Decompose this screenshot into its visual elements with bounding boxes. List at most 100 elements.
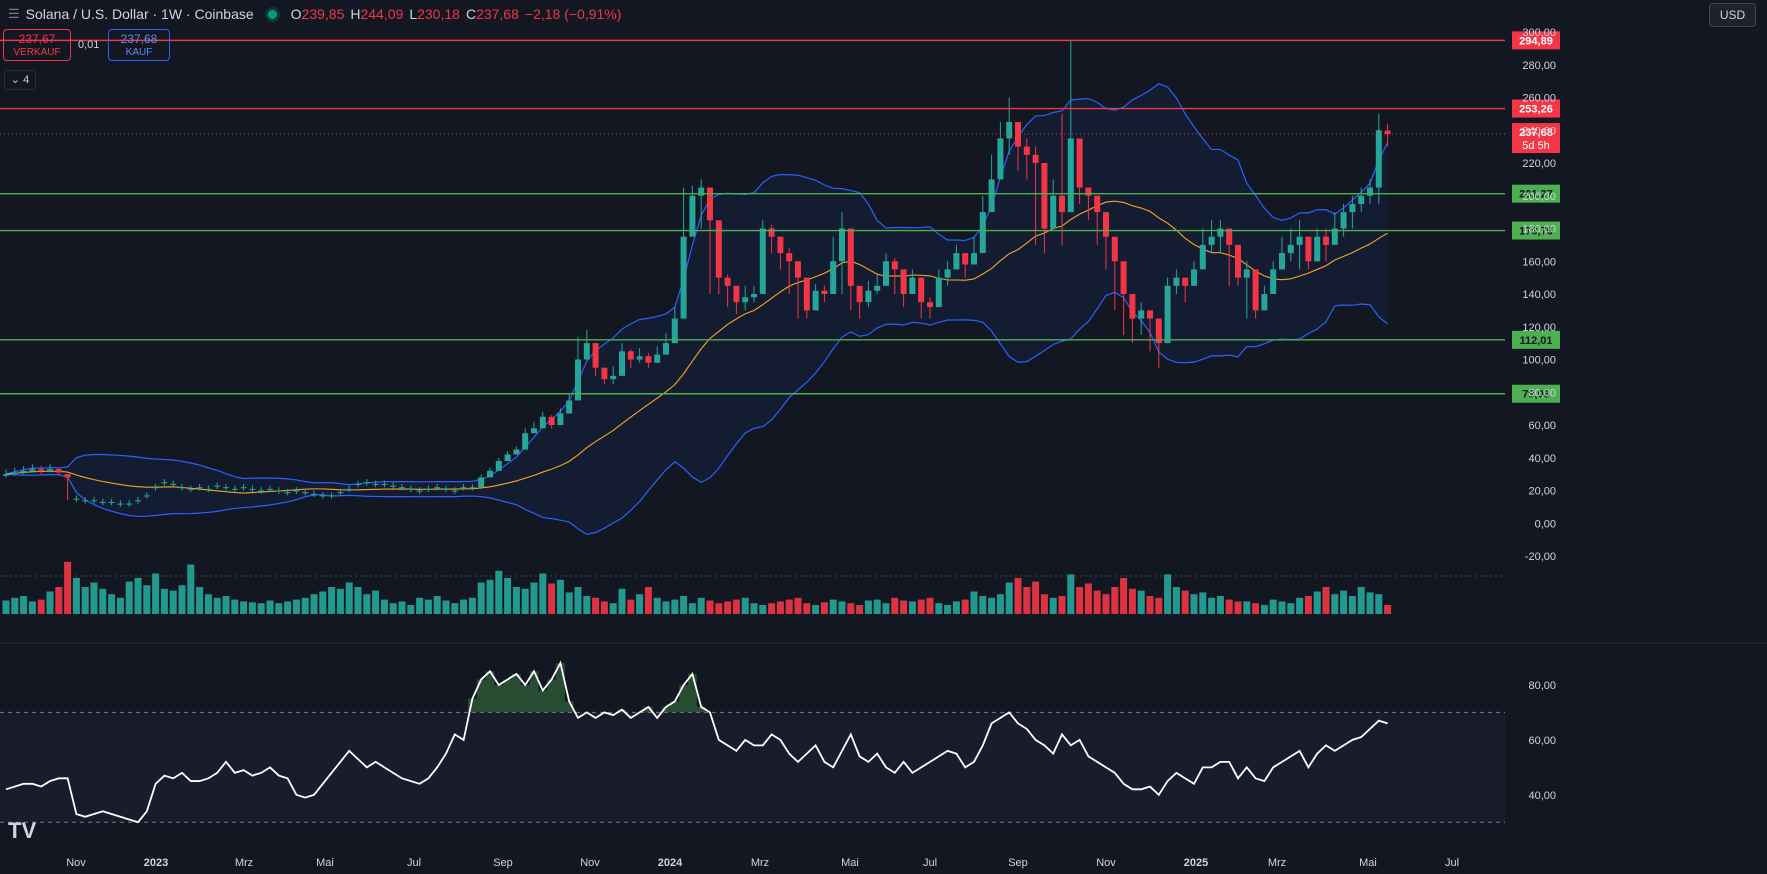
volume-bar [363, 594, 371, 614]
buy-price: 237,68 [120, 32, 158, 46]
volume-bar [108, 594, 116, 614]
candles [3, 40, 1391, 507]
volume-bar [803, 603, 811, 614]
horizontal-levels[interactable]: 294,89 253,26 201,27 178,76 112,01 79,09 237,6… [0, 31, 1560, 403]
candle-body [1384, 130, 1391, 135]
candle-body [548, 416, 555, 425]
candle-body [1023, 146, 1030, 155]
volume-bar [724, 601, 732, 614]
candle-body [935, 277, 942, 308]
candle-body [830, 261, 837, 294]
sell-price: 237,67 [18, 32, 56, 46]
candle-body [275, 490, 282, 492]
volume-bar [248, 602, 256, 614]
candle-body [944, 269, 951, 278]
candle-body [399, 487, 405, 489]
volume-bar [2, 600, 10, 614]
x-tick-label: 2024 [658, 857, 683, 869]
volume-bar [671, 599, 679, 614]
volume-bar [1384, 605, 1392, 614]
volume-bar [1260, 605, 1268, 614]
x-tick-label: Jul [407, 857, 421, 869]
candle-body [891, 261, 898, 270]
volume-bar [451, 603, 459, 614]
x-tick-label: Nov [580, 857, 600, 869]
candle-body [610, 375, 617, 380]
y-tick-label: 240,00 [1522, 125, 1556, 137]
volume-bar [20, 596, 28, 614]
volume-bar [600, 601, 608, 614]
candle-body [469, 487, 476, 489]
volume-bar [486, 579, 494, 614]
y-tick-label: 200,00 [1522, 191, 1556, 203]
volume-bar [1146, 596, 1154, 614]
candle-body [1349, 203, 1356, 213]
candle-body [1358, 195, 1365, 204]
candle-body [161, 482, 168, 484]
candle-body [487, 470, 493, 478]
spread-value: 0,01 [78, 39, 100, 51]
open-value: 239,85 [301, 6, 345, 22]
volume-bar [970, 591, 978, 614]
candle-body [346, 488, 353, 490]
candle-body [583, 343, 590, 360]
volume-bar [1348, 596, 1356, 614]
candle-body [531, 428, 537, 434]
level-price-tag [1512, 384, 1560, 403]
volume-bar [1058, 596, 1066, 614]
candle-body [407, 488, 414, 490]
candle-body [795, 261, 801, 278]
candle-body [1006, 122, 1013, 139]
candle-body [997, 138, 1004, 180]
currency-button[interactable]: USD [1709, 3, 1756, 27]
sell-button[interactable]: 237,67 VERKAUF [3, 29, 71, 61]
candle-body [839, 228, 845, 262]
candle-body [979, 212, 986, 254]
buy-button[interactable]: 237,68 KAUF [108, 29, 170, 61]
candle-body [55, 469, 62, 473]
candle-body [504, 454, 511, 462]
volume-bar [81, 587, 89, 614]
volume-bar [908, 601, 916, 614]
volume-bar [222, 596, 230, 614]
candle-body [1199, 244, 1206, 270]
volume-bar [389, 603, 397, 614]
candle-body [249, 488, 256, 490]
y-tick-label: 180,00 [1522, 224, 1556, 236]
candle-body [143, 495, 150, 497]
volume-bar [1357, 587, 1365, 614]
volume-bar [697, 597, 705, 614]
y-tick-label: 60,00 [1528, 420, 1556, 432]
candle-body [751, 294, 757, 298]
volume-bar [468, 597, 476, 614]
volume-bar [961, 599, 969, 614]
volume-bar [829, 599, 837, 614]
volume-bar [1040, 594, 1048, 614]
volume-bar [785, 599, 793, 614]
indicator-toggle[interactable]: ⌄ 4 [4, 70, 36, 90]
volume-bar [178, 585, 186, 614]
volume-bar [169, 590, 177, 614]
volume-bar [556, 579, 564, 614]
candle-body [680, 236, 687, 319]
volume-bar [609, 603, 617, 614]
candle-body [91, 500, 97, 502]
volume-bar [433, 596, 441, 614]
candle-body [1147, 310, 1153, 319]
candle-body [856, 285, 863, 303]
symbol-title[interactable]: Solana / U.S. Dollar · 1W · Coinbase [25, 6, 254, 22]
candle-body [742, 297, 749, 303]
volume-bar [618, 588, 626, 614]
candle-body [768, 228, 775, 237]
candle-body [460, 487, 467, 489]
menu-icon[interactable]: ☰ [8, 6, 20, 21]
candle-body [1314, 236, 1321, 262]
x-tick-label: 2023 [144, 857, 168, 869]
volume-bar [1014, 578, 1022, 614]
volume-bar [627, 599, 635, 614]
volume-bar [662, 601, 670, 614]
candle-body [1182, 277, 1189, 286]
candle-body [425, 488, 432, 490]
volume-bar [521, 588, 529, 614]
